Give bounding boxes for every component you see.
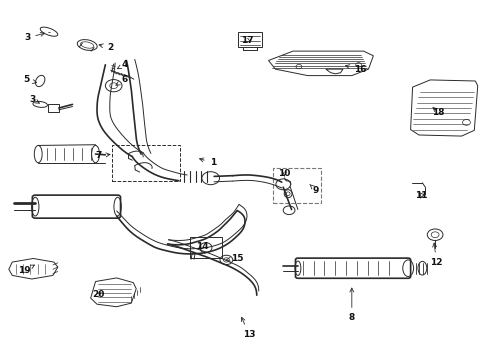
Text: 4: 4 [118,60,128,69]
Text: 10: 10 [278,169,291,178]
Bar [190,237,222,258]
Text: 11: 11 [416,191,428,199]
Text: 2: 2 [99,43,113,52]
Text: 3: 3 [24,32,45,42]
Text: 6: 6 [116,76,128,85]
Text: 20: 20 [92,290,104,299]
Text: 18: 18 [432,108,445,117]
Text: 17: 17 [241,36,254,45]
Bar [273,168,321,203]
Text: 5: 5 [23,76,37,85]
Text: 7: 7 [96,151,110,160]
Text: 19: 19 [18,265,34,275]
Text: 8: 8 [349,288,355,322]
Bar [112,145,180,181]
Text: 1: 1 [199,158,216,167]
Text: 9: 9 [310,184,319,194]
Text: 13: 13 [242,317,255,338]
Text: 16: 16 [345,65,367,74]
Text: 14: 14 [196,242,209,251]
Text: 12: 12 [430,243,443,266]
Text: 3: 3 [29,94,39,104]
Text: 15: 15 [226,254,244,263]
